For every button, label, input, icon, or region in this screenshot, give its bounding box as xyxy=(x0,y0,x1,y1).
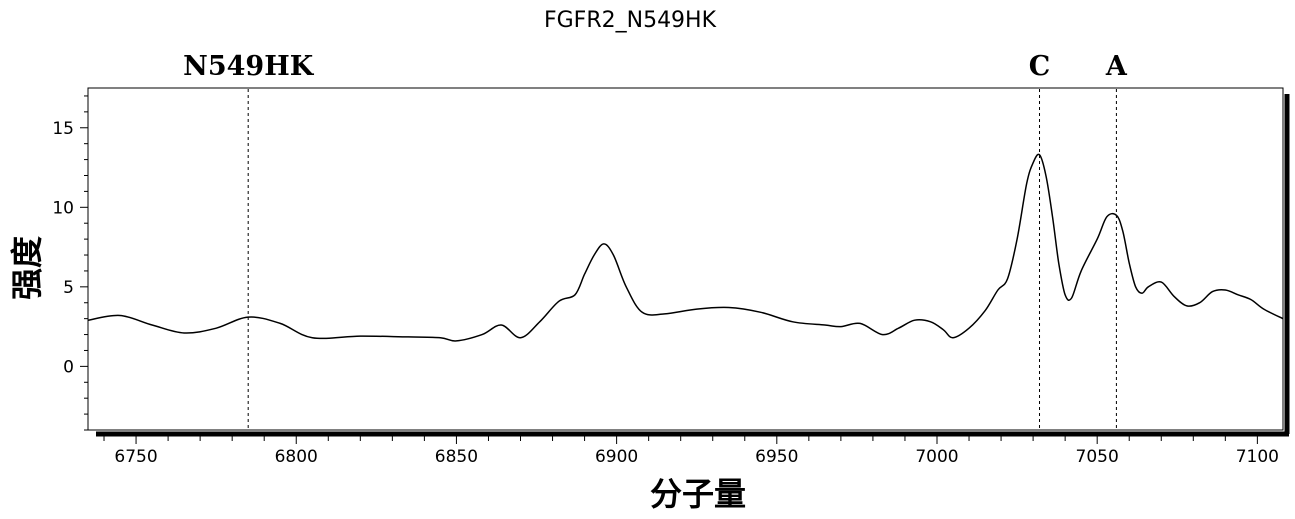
y-tick-label: 5 xyxy=(63,278,74,298)
x-tick-label: 6900 xyxy=(595,447,638,467)
marker-label: C xyxy=(1029,51,1051,82)
x-tick-label: 6750 xyxy=(114,447,157,467)
x-tick-label: 6850 xyxy=(435,447,478,467)
x-axis-label: 分子量 xyxy=(650,475,746,513)
x-tick-label: 6950 xyxy=(755,447,798,467)
marker-lines: N549HK C A xyxy=(183,51,1128,429)
marker-label: N549HK xyxy=(183,51,315,82)
y-axis-ticks: 0 5 10 15 xyxy=(52,95,88,431)
x-tick-label: 7100 xyxy=(1236,447,1279,467)
y-tick-label: 0 xyxy=(63,357,74,377)
chart-title: FGFR2_N549HK xyxy=(544,8,717,33)
y-tick-label: 15 xyxy=(52,119,74,139)
plot-frame xyxy=(87,87,1284,431)
y-tick-label: 10 xyxy=(52,198,74,218)
y-axis-label: 强度 xyxy=(8,236,46,300)
x-axis-ticks: 6750 6800 6850 6900 6950 7000 7050 7100 xyxy=(103,436,1279,467)
x-tick-label: 7050 xyxy=(1076,447,1119,467)
intensity-series-line xyxy=(87,153,1284,342)
x-tick-label: 6800 xyxy=(275,447,318,467)
marker-label: A xyxy=(1105,51,1128,82)
x-tick-label: 7000 xyxy=(915,447,958,467)
